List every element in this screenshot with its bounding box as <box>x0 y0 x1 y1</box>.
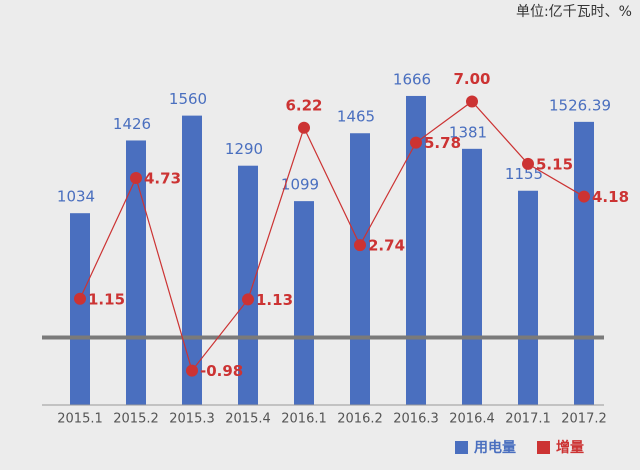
bar <box>574 121 594 406</box>
x-tick-label: 2017.1 <box>505 412 551 427</box>
bar <box>182 115 202 406</box>
bar <box>518 190 538 405</box>
x-tick-label: 2015.3 <box>169 412 215 427</box>
line-point <box>298 121 310 134</box>
x-tick-label: 2015.1 <box>57 412 103 427</box>
line-point <box>242 293 254 306</box>
line-point <box>74 292 86 305</box>
bar-value-label: 1290 <box>225 140 263 158</box>
line-value-label: 2.74 <box>368 237 405 255</box>
x-tick-label: 2016.1 <box>281 412 327 427</box>
line-point <box>522 157 534 170</box>
bar-value-label: 1426 <box>113 115 151 133</box>
line-value-label: 5.15 <box>536 155 573 173</box>
legend-swatch <box>537 441 550 454</box>
x-tick-label: 2015.4 <box>225 412 271 427</box>
legend-label: 增量 <box>556 439 584 456</box>
line-value-label: 6.22 <box>285 96 322 114</box>
bar <box>70 213 90 405</box>
x-tick-label: 2016.4 <box>449 412 495 427</box>
line-point <box>578 190 590 203</box>
line-value-label: 4.18 <box>592 188 629 206</box>
line-value-label: -0.98 <box>200 362 243 380</box>
bar <box>350 133 370 405</box>
x-tick-label: 2017.2 <box>561 412 607 427</box>
bar <box>294 201 314 405</box>
bar <box>406 95 426 405</box>
bar-value-label: 1381 <box>449 123 487 141</box>
legend-swatch <box>455 441 468 454</box>
bar-value-label: 1155 <box>505 165 543 183</box>
line-value-label: 1.13 <box>256 291 293 309</box>
line <box>79 100 585 372</box>
line-value-label: 1.15 <box>88 290 125 308</box>
line-value-label: 4.73 <box>144 170 181 188</box>
line-value-label: 5.78 <box>424 134 461 152</box>
line-point <box>354 239 366 252</box>
bar <box>462 148 482 405</box>
line-point <box>130 172 142 185</box>
bar-value-label: 1526.39 <box>549 96 611 114</box>
legend-label: 用电量 <box>474 439 516 456</box>
x-tick-label: 2016.3 <box>393 412 439 427</box>
bar-value-label: 1560 <box>169 90 207 108</box>
bar-value-label: 1666 <box>393 70 431 88</box>
x-tick-label: 2016.2 <box>337 412 383 427</box>
bar-value-label: 1465 <box>337 108 375 126</box>
unit-note: 单位:亿千瓦时、% <box>516 4 632 20</box>
bar-value-label: 1034 <box>57 188 95 206</box>
line-point <box>466 95 478 108</box>
bar <box>238 165 258 405</box>
line-point <box>186 364 198 377</box>
line-point <box>410 136 422 149</box>
bar-value-label: 1099 <box>281 176 319 194</box>
line-value-label: 7.00 <box>453 70 490 88</box>
x-tick-label: 2015.2 <box>113 412 159 427</box>
